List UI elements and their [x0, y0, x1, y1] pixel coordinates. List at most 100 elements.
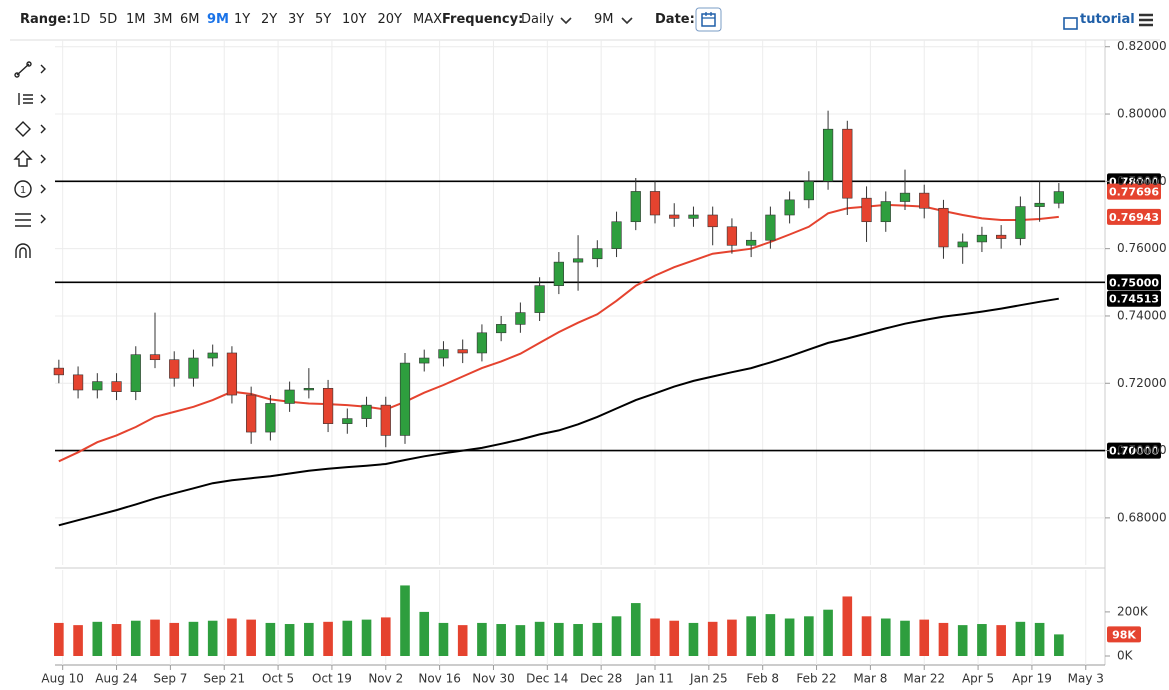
- frequency-select[interactable]: Daily: [521, 12, 554, 27]
- candle-body: [996, 234, 1007, 239]
- volume-bar: [457, 625, 468, 656]
- volume-bar: [919, 619, 930, 656]
- candle-body: [226, 352, 238, 396]
- range-button[interactable]: 2Y: [261, 12, 278, 27]
- note-tool[interactable]: [14, 180, 32, 198]
- range-button[interactable]: 9M: [207, 12, 229, 27]
- tutorial-icon: [1063, 17, 1078, 30]
- candle-body: [322, 388, 334, 424]
- range-button[interactable]: 5D: [99, 12, 118, 27]
- y-tick-label: 0.74000: [1117, 308, 1167, 322]
- candle-body: [861, 197, 872, 223]
- volume-bar: [650, 618, 660, 656]
- moving-average: [58, 297, 1059, 527]
- range-button[interactable]: 10Y: [342, 12, 367, 27]
- volume-bar: [573, 624, 583, 656]
- range-button[interactable]: 1Y: [234, 12, 251, 27]
- candle-body: [534, 285, 545, 313]
- candle-body: [1034, 202, 1045, 207]
- candle-body: [765, 214, 776, 241]
- range-button[interactable]: 6M: [180, 12, 200, 27]
- candle-body: [553, 261, 564, 286]
- volume-bar: [669, 620, 680, 656]
- volume-bar: [419, 611, 430, 656]
- ma-label-box: [1107, 208, 1161, 225]
- close-label-box: [1107, 183, 1161, 200]
- tutorial-link[interactable]: tutorial: [1080, 12, 1135, 27]
- volume-bar: [73, 625, 83, 656]
- volume-bar: [246, 619, 256, 656]
- candle-body: [342, 418, 353, 424]
- calendar-icon: [701, 13, 716, 27]
- candle-body: [419, 357, 430, 364]
- line-tool: [14, 72, 20, 78]
- candle-body: [265, 403, 276, 433]
- volume-bar: [630, 603, 641, 656]
- range-label: Range:: [20, 12, 72, 27]
- y-tick-label: 0.70000: [1117, 443, 1167, 457]
- ma-label: 0.76943: [1109, 211, 1159, 224]
- candle-body: [92, 381, 103, 391]
- range-button[interactable]: 1M: [126, 12, 146, 27]
- x-tick-label: Mar 22: [903, 672, 945, 686]
- magnet-tool[interactable]: [15, 243, 31, 258]
- arrow-tool[interactable]: [13, 150, 33, 167]
- tool-expand[interactable]: [40, 64, 46, 224]
- candle-body: [726, 226, 738, 246]
- fib-tool[interactable]: [18, 93, 33, 105]
- candle-body: [669, 214, 680, 219]
- volume-bar: [688, 622, 699, 656]
- candle-body: [957, 241, 968, 248]
- volume-bar: [400, 585, 410, 656]
- date-button[interactable]: [695, 7, 722, 32]
- volume-bar: [1015, 621, 1026, 656]
- x-tick-label: Oct 5: [262, 672, 294, 686]
- candle-body: [496, 324, 507, 334]
- volume-bar: [746, 616, 756, 656]
- volume-bar: [111, 624, 122, 656]
- x-tick-label: Mar 8: [853, 672, 887, 686]
- range-button[interactable]: 3M: [153, 12, 173, 27]
- candle-body: [399, 362, 411, 436]
- candle-body: [169, 359, 180, 379]
- x-tick-label: May 3: [1068, 672, 1104, 686]
- candle-body: [899, 192, 911, 202]
- candle-body: [149, 354, 161, 361]
- x-tick-label: Aug 10: [41, 672, 84, 686]
- x-tick-label: Aug 24: [95, 672, 138, 686]
- volume-bar: [188, 621, 199, 656]
- volume-bar: [361, 619, 372, 656]
- period-select[interactable]: 9M: [594, 12, 614, 27]
- ma-label-box: [1107, 290, 1161, 307]
- range-button[interactable]: 20Y: [377, 12, 402, 27]
- ma-label: 0.74513: [1109, 293, 1159, 306]
- moving-average: [58, 203, 1059, 463]
- volume-label-box: [1107, 626, 1141, 643]
- line-tool[interactable]: [16, 63, 30, 76]
- range-button[interactable]: 3Y: [288, 12, 305, 27]
- range-button[interactable]: 1D: [72, 12, 91, 27]
- candle-body: [688, 214, 699, 219]
- candle-body: [572, 258, 584, 263]
- volume-bar: [804, 616, 814, 656]
- y-tick-label: 0.76000: [1117, 241, 1167, 255]
- volume-bar: [592, 622, 603, 656]
- candle-body: [380, 404, 391, 436]
- candle-body: [72, 374, 84, 391]
- volume-bar: [765, 614, 776, 656]
- range-button[interactable]: MAX: [413, 12, 443, 27]
- line-tool: [26, 61, 32, 67]
- pattern-tool[interactable]: [15, 213, 31, 227]
- shape-tool[interactable]: [15, 121, 31, 137]
- candle-body: [630, 191, 641, 223]
- menu-icon[interactable]: [1139, 13, 1153, 27]
- volume-bar: [150, 619, 160, 656]
- volume-bar: [477, 622, 487, 656]
- range-button[interactable]: 5Y: [315, 12, 332, 27]
- calendar-icon: [702, 12, 715, 19]
- frequency-label: Frequency:: [442, 12, 524, 27]
- y-tick-label: 0.80000: [1117, 107, 1167, 121]
- volume-bar: [842, 596, 853, 656]
- volume-bar: [861, 616, 872, 656]
